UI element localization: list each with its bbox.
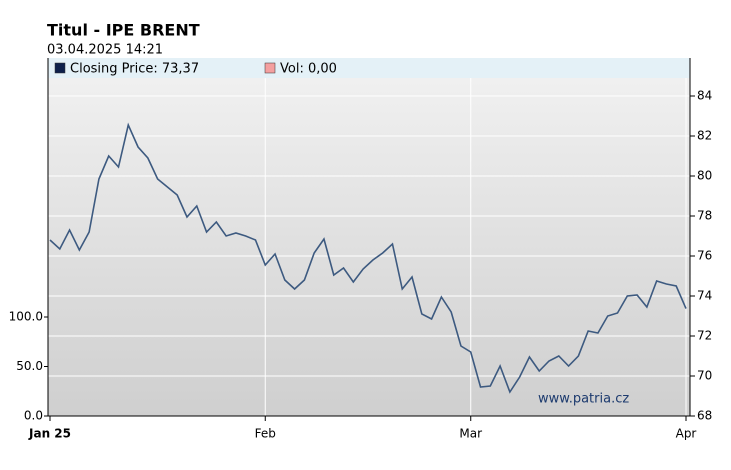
legend-label: Closing Price: 73,37: [70, 62, 199, 77]
y-tick-label: 78: [697, 209, 712, 223]
y-tick-label: 80: [697, 169, 712, 183]
y-tick-label: 70: [697, 369, 712, 383]
y-tick-label: 72: [697, 329, 712, 343]
chart-subtitle: 03.04.2025 14:21: [47, 43, 163, 58]
y-tick-label: 74: [697, 289, 712, 303]
y2-tick-label: 50.0: [16, 359, 43, 373]
y-tick-label: 68: [697, 409, 712, 423]
legend-label: Vol: 0,00: [280, 62, 337, 77]
y-tick-label: 76: [697, 249, 712, 263]
legend-swatch: [54, 62, 66, 74]
y2-tick-label: 0.0: [24, 409, 43, 423]
price-line: [49, 122, 687, 394]
y-tick-label: 82: [697, 129, 712, 143]
x-tick-label: Feb: [255, 427, 276, 441]
x-tick-label: Apr: [676, 427, 697, 441]
x-tick-label: Mar: [459, 427, 482, 441]
x-tick-label: Jan 25: [28, 427, 71, 441]
legend-swatch: [264, 62, 276, 74]
plot-area: [48, 58, 690, 416]
legend-band: [48, 58, 690, 78]
chart-title: Titul - IPE BRENT: [47, 21, 200, 40]
watermark: www.patria.cz: [538, 392, 629, 407]
y2-tick-label: 100.0: [9, 309, 43, 323]
y-tick-label: 84: [697, 89, 712, 103]
